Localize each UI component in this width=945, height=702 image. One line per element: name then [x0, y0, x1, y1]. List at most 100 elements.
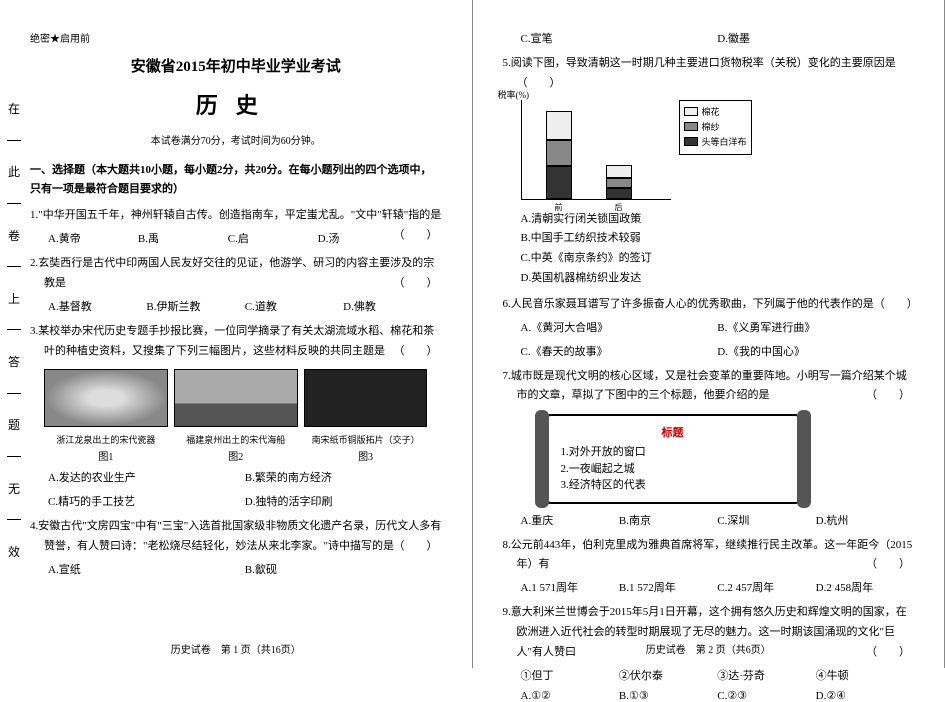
- scroll-line-1: 1.对外开放的窗口: [561, 444, 785, 461]
- page-right: C.宣笔 D.徽墨 5.阅读下图，导致清朝这一时期几种主要进口货物税率（关税）变…: [473, 0, 945, 668]
- q3-label-3: 图3: [304, 448, 428, 463]
- side-dash: [7, 456, 21, 457]
- q3-opt-c: C.精巧的手工技艺: [48, 493, 245, 509]
- legend-row-2: 棉纱: [684, 120, 747, 133]
- page-left: 在 此 卷 上 答 题 无 效 绝密★启用前 安徽省2015年初中毕业学业考试 …: [0, 0, 473, 668]
- side-char: 无: [8, 480, 20, 497]
- legend-row-1: 棉花: [684, 105, 747, 118]
- q3-opt-b: B.繁荣的南方经济: [245, 469, 442, 485]
- side-char: 上: [8, 290, 20, 307]
- q4-options-row1: A.宣纸 B.歙砚: [30, 561, 442, 577]
- q7-scroll: 标题 1.对外开放的窗口 2.一夜崛起之城 3.经济特区的代表: [543, 414, 803, 504]
- q7-opt-c: C.深圳: [717, 512, 815, 528]
- bar-seg-2: [606, 178, 632, 188]
- q2-opt-c: C.道教: [245, 298, 343, 314]
- q6-options-row2: C.《春天的故事》 D.《我的中国心》: [503, 343, 915, 359]
- side-dash: [7, 519, 21, 520]
- side-char: 在: [8, 100, 20, 117]
- legend-row-3: 头等白洋布: [684, 135, 747, 148]
- q9-opt-a: A.①②: [521, 689, 619, 702]
- legend-label-3: 头等白洋布: [702, 135, 747, 148]
- bar-seg-3: [546, 166, 572, 199]
- q8-options: A.1 571周年 B.1 572周年 C.2 457周年 D.2 458周年: [503, 579, 915, 595]
- q1-opt-a: A.黄帝: [48, 230, 138, 246]
- q3-opt-d: D.独特的活字印刷: [245, 493, 442, 509]
- q9-circ-4: ④牛顿: [816, 667, 914, 683]
- chart-legend: 棉花 棉纱 头等白洋布: [679, 100, 752, 155]
- side-char: 效: [8, 543, 20, 560]
- q3-opt-a: A.发达的农业生产: [48, 469, 245, 485]
- exam-subtitle: 本试卷满分70分，考试时间为60分钟。: [30, 132, 442, 147]
- q4-opt-a: A.宣纸: [48, 561, 245, 577]
- page-footer: 历史试卷 第 1 页（共16页）: [0, 641, 472, 656]
- chart-bar-after: 后: [606, 165, 632, 199]
- q3-images: [30, 365, 442, 431]
- q1-options: A.黄帝 B.禹 C.启 D.汤: [30, 230, 408, 246]
- side-char: 答: [8, 353, 20, 370]
- q6-opt-d: D.《我的中国心》: [717, 343, 914, 359]
- question-2: 2.玄奘西行是古代中印两国人民友好交往的见证，他游学、研习的内容主要涉及的宗教是…: [30, 254, 442, 294]
- q7-opt-d: D.杭州: [816, 512, 914, 528]
- answer-blank: （ ）: [408, 274, 438, 294]
- side-char: 此: [8, 163, 20, 180]
- bar-seg-2: [546, 140, 572, 166]
- scroll-title: 标题: [561, 424, 785, 440]
- q8-opt-b: B.1 572周年: [619, 579, 717, 595]
- q3-caption-3: 南宋纸币铜版拓片（交子）: [304, 433, 428, 446]
- legend-label-2: 棉纱: [702, 120, 720, 133]
- q3-stem: 3.某校举办宋代历史专题手抄报比赛，一位同学摘录了有关太湖流域水稻、棉花和茶叶的…: [30, 325, 434, 357]
- scroll-line-2: 2.一夜崛起之城: [561, 461, 785, 478]
- question-8: 8.公元前443年，伯利克里成为雅典首席将军，继续推行民主改革。这一年距今（20…: [503, 536, 915, 576]
- q3-image-bowl: [44, 369, 168, 427]
- q2-opt-a: A.基督教: [48, 298, 146, 314]
- chart-x-after: 后: [604, 202, 634, 213]
- chart-y-label: 税率(%): [498, 88, 530, 101]
- q9-circ-2: ②伏尔泰: [619, 667, 717, 683]
- q5-chart-area: 税率(%) 前 后 棉花 棉纱: [503, 100, 915, 200]
- q5-ans-d: D.英国机器棉纺织业发达: [521, 269, 915, 289]
- q7-options: A.重庆 B.南京 C.深圳 D.杭州: [503, 512, 915, 528]
- q3-image-banknote: [304, 369, 428, 427]
- q8-stem: 8.公元前443年，伯利克里成为雅典首席将军，继续推行民主改革。这一年距今（20…: [503, 539, 913, 571]
- question-3: 3.某校举办宋代历史专题手抄报比赛，一位同学摘录了有关太湖流域水稻、棉花和茶叶的…: [30, 322, 442, 362]
- legend-label-1: 棉花: [702, 105, 720, 118]
- q7-opt-b: B.南京: [619, 512, 717, 528]
- answer-blank: （ ）: [880, 386, 910, 406]
- q5-bar-chart: 税率(%) 前 后: [521, 100, 671, 200]
- swatch-2: [684, 122, 698, 131]
- q9-opt-d: D.②④: [816, 689, 914, 702]
- q6-opt-c: C.《春天的故事》: [521, 343, 718, 359]
- q5-stem: 5.阅读下图，导致清朝这一时期几种主要进口货物税率（关税）变化的主要原因是（ ）: [503, 57, 896, 89]
- q4-opt-c: C.宣笔: [521, 30, 718, 46]
- q1-stem: 1."中华开国五千年，神州轩辕自古传。创造指南车，平定蚩尤乱。"文中"轩辕"指的…: [30, 209, 441, 221]
- exam-title: 安徽省2015年初中毕业学业考试: [30, 55, 442, 76]
- question-6: 6.人民音乐家聂耳谱写了许多振奋人心的优秀歌曲，下列属于他的代表作的是（ ）: [503, 295, 915, 315]
- q1-opt-b: B.禹: [138, 230, 228, 246]
- q9-options: A.①② B.①③ C.②③ D.②④: [503, 689, 915, 702]
- answer-blank: （ ）: [408, 537, 438, 557]
- side-dash: [7, 203, 21, 204]
- q5-ans-a: A.清朝实行闭关锁国政策: [521, 210, 915, 230]
- question-1: 1."中华开国五千年，神州轩辕自古传。创造指南车，平定蚩尤乱。"文中"轩辕"指的…: [30, 206, 442, 226]
- swatch-1: [684, 107, 698, 116]
- q8-opt-c: C.2 457周年: [717, 579, 815, 595]
- bar-seg-1: [606, 165, 632, 178]
- question-5: 5.阅读下图，导致清朝这一时期几种主要进口货物税率（关税）变化的主要原因是（ ）: [503, 54, 915, 94]
- secret-mark: 绝密★启用前: [30, 30, 442, 45]
- scroll-line-3: 3.经济特区的代表: [561, 477, 785, 494]
- q6-opt-a: A.《黄河大合唱》: [521, 319, 718, 335]
- answer-blank: （ ）: [880, 555, 910, 575]
- q3-options-row1: A.发达的农业生产 B.繁荣的南方经济: [30, 469, 442, 485]
- q7-stem: 7.城市既是现代文明的核心区域，又是社会变革的重要阵地。小明写一篇介绍某个城市的…: [503, 370, 907, 402]
- q3-image-captions: 浙江龙泉出土的宋代瓷器 福建泉州出土的宋代海船 南宋纸币铜版拓片（交子）: [30, 433, 442, 446]
- q5-ans-b: B.中国手工纺织技术较弱: [521, 229, 915, 249]
- q4-opt-d: D.徽墨: [717, 30, 914, 46]
- q7-opt-a: A.重庆: [521, 512, 619, 528]
- side-dash: [7, 266, 21, 267]
- side-char: 卷: [8, 227, 20, 244]
- q6-opt-b: B.《义勇军进行曲》: [717, 319, 914, 335]
- q5-ans-c: C.中英《南京条约》的签订: [521, 249, 915, 269]
- q2-stem: 2.玄奘西行是古代中印两国人民友好交往的见证，他游学、研习的内容主要涉及的宗教是: [30, 257, 434, 289]
- question-7: 7.城市既是现代文明的核心区域，又是社会变革的重要阵地。小明写一篇介绍某个城市的…: [503, 367, 915, 407]
- q9-opt-b: B.①③: [619, 689, 717, 702]
